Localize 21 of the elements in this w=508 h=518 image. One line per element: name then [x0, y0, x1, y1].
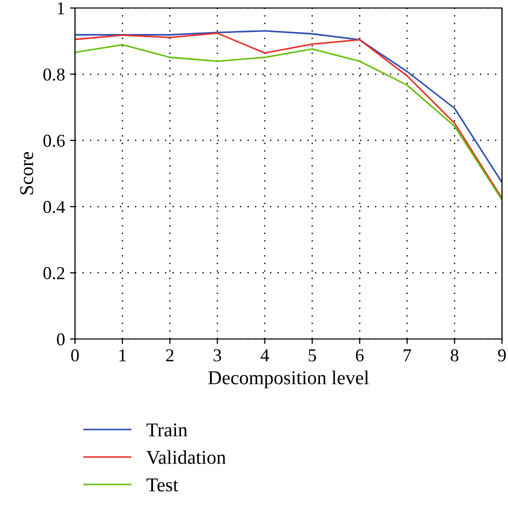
legend-label: Test [146, 478, 178, 492]
x-tick-label: 4 [260, 349, 270, 362]
y-tick-label: 0 [56, 333, 65, 346]
x-tick-label: 2 [166, 349, 174, 362]
x-tick-label: 8 [450, 349, 458, 362]
x-tick-label: 9 [498, 349, 506, 362]
x-tick-label: 0 [71, 349, 79, 362]
x-tick-label: 5 [308, 349, 316, 362]
legend-label: Train [146, 423, 188, 437]
x-tick-label: 3 [214, 349, 222, 362]
x-tick-label: 1 [120, 349, 126, 362]
y-axis-title: Score [20, 152, 34, 194]
y-tick-label: 1 [58, 2, 64, 14]
y-tick-label: 0.2 [43, 267, 64, 280]
y-tick-label: 0.6 [43, 134, 65, 147]
x-tick-label: 7 [404, 349, 412, 362]
x-tick-label: 6 [356, 349, 364, 362]
y-tick-label: 0.8 [43, 68, 65, 81]
legend-label: Validation [146, 450, 226, 464]
x-axis-title: Decomposition level [208, 370, 369, 388]
y-tick-label: 0.4 [43, 200, 65, 214]
